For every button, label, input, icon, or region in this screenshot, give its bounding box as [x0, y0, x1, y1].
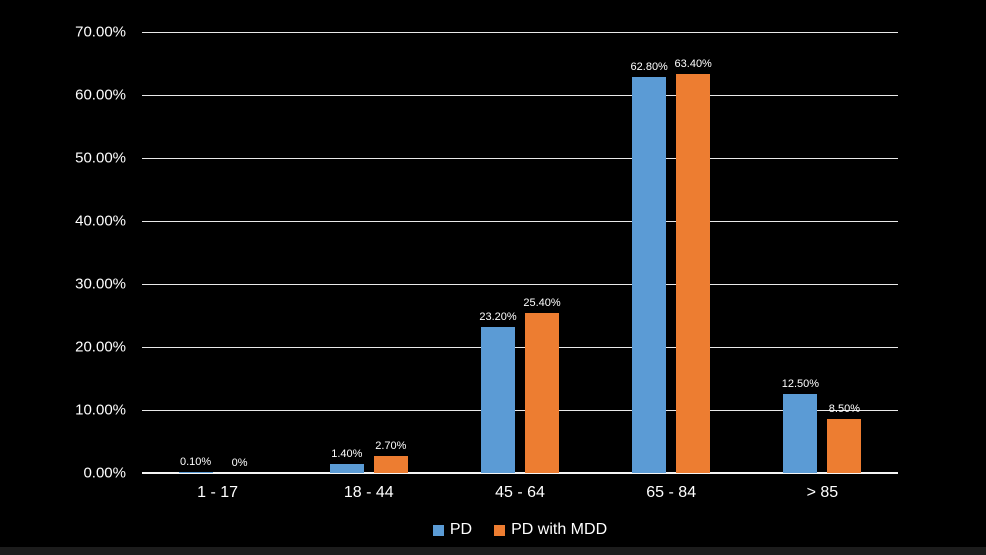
- x-axis-category-label: 1 - 17: [197, 484, 239, 501]
- gridline: [142, 284, 898, 285]
- gridline: [142, 158, 898, 159]
- y-axis-tick-label: 60.00%: [75, 86, 126, 104]
- x-axis-category-label: 18 - 44: [343, 484, 394, 501]
- bar-pd-with-mdd-value-label: 25.40%: [523, 297, 561, 309]
- pd-with-mdd-legend-label: PD with MDD: [511, 521, 608, 538]
- y-axis-tick-label: 40.00%: [75, 212, 126, 230]
- bar-pd-with-mdd: [676, 73, 711, 473]
- gridline: [142, 410, 898, 411]
- bar-pd: [481, 326, 515, 473]
- pd-with-mdd-legend-swatch-icon: [494, 524, 506, 536]
- x-axis-line: [142, 472, 898, 474]
- bar-pd-with-mdd-value-label: 8.50%: [828, 403, 860, 416]
- gridline: [142, 32, 898, 33]
- x-axis-category-label: 65 - 84: [646, 484, 697, 501]
- y-axis-tick-label: 50.00%: [75, 149, 126, 167]
- y-axis-tick-label: 70.00%: [75, 23, 126, 41]
- y-axis-tick-label: 20.00%: [75, 338, 126, 356]
- bar-pd: [178, 472, 213, 474]
- gridline: [142, 95, 898, 96]
- y-axis-tick-label: 30.00%: [75, 275, 126, 293]
- legend-item-pd: PD: [432, 521, 473, 539]
- bar-pd-value-label: 23.20%: [479, 310, 517, 323]
- bar-pd-value-label: 1.40%: [331, 448, 363, 461]
- bar-pd-with-mdd-value-label: 63.40%: [674, 57, 712, 70]
- gridline: [142, 221, 898, 222]
- x-axis-category-label: 45 - 64: [495, 484, 545, 501]
- bottom-strip: [0, 547, 986, 555]
- bar-pd-value-label: 12.50%: [781, 378, 820, 391]
- pd-legend-label: PD: [449, 521, 473, 538]
- bar-pd-value-label: 0.10%: [179, 456, 212, 469]
- bar-pd: [783, 394, 818, 474]
- bar-pd-with-mdd: [525, 313, 559, 473]
- chart-legend: PD PD with MDD: [142, 521, 898, 539]
- bar-pd-with-mdd: [827, 419, 862, 473]
- y-axis-tick-label: 0.00%: [83, 464, 126, 482]
- bar-pd-with-mdd-value-label: 2.70%: [375, 440, 407, 452]
- bar-pd-with-mdd-value-label: 0%: [231, 457, 248, 469]
- legend-item-pd-with-mdd: PD with MDD: [494, 521, 607, 539]
- bar-pd-value-label: 62.80%: [630, 61, 668, 74]
- pd-legend-swatch-icon: [432, 524, 444, 536]
- bar-pd-with-mdd: [373, 456, 408, 473]
- bar-pd: [329, 464, 364, 473]
- y-axis-tick-label: 10.00%: [75, 401, 126, 419]
- bar-pd: [632, 77, 667, 473]
- x-axis-category-label: > 85: [806, 484, 839, 501]
- gridline: [142, 347, 898, 348]
